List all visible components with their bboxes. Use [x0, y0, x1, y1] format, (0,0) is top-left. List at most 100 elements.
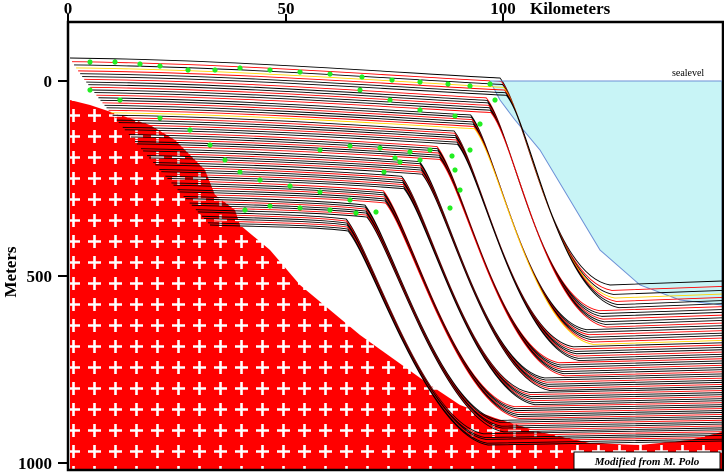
shoreline-marker [417, 79, 423, 85]
shoreline-marker [287, 183, 293, 189]
horizon-line [197, 211, 723, 435]
shoreline-marker [157, 115, 163, 121]
horizon-line [171, 182, 723, 410]
shoreline-marker [467, 83, 473, 89]
horizon-line [193, 207, 723, 431]
shoreline-marker [449, 153, 455, 159]
shoreline-marker [387, 97, 393, 103]
horizon-line [187, 200, 723, 425]
horizon-line [203, 218, 723, 440]
horizon-line [201, 215, 723, 438]
shoreline-marker [317, 147, 323, 153]
shoreline-marker [237, 169, 243, 175]
shoreline-marker [327, 71, 333, 77]
horizon-line [207, 222, 723, 444]
top-axis: 0 50 100 Kilometers [64, 0, 611, 22]
top-axis-unit: Kilometers [530, 0, 611, 18]
credit-text: Modified from M. Polo [594, 456, 700, 468]
shoreline-marker [389, 77, 395, 83]
horizon-line [138, 145, 723, 377]
horizon-line [185, 198, 723, 423]
sealevel-label: sealevel [672, 68, 704, 79]
shoreline-marker [467, 147, 473, 153]
sea-water [489, 80, 723, 306]
shoreline-marker [187, 127, 193, 133]
shoreline-marker [373, 209, 379, 215]
horizon-line [126, 131, 723, 364]
shoreline-marker [222, 157, 228, 163]
shoreline-marker [267, 67, 273, 73]
horizon-line [179, 191, 723, 417]
horizon-line [181, 193, 723, 419]
horizon-line [128, 134, 723, 366]
shoreline-marker [157, 63, 163, 69]
shoreline-marker [242, 207, 248, 213]
left-axis-title: Meters [1, 246, 20, 297]
plot-frame [66, 20, 724, 472]
horizon-line [183, 195, 723, 421]
horizon-line [132, 138, 723, 370]
shoreline-marker [359, 74, 365, 80]
shoreline-marker [297, 205, 303, 211]
shoreline-marker [317, 189, 323, 195]
shoreline-marker [327, 207, 333, 213]
horizon-line [151, 159, 723, 389]
horizon-line [155, 164, 723, 394]
shoreline-marker [427, 147, 433, 153]
shoreline-marker [477, 121, 483, 127]
horizon-line [173, 184, 723, 412]
left-tick-500: 500 [27, 267, 53, 286]
horizon-line [159, 168, 723, 398]
shoreline-marker [487, 81, 493, 87]
shoreline-marker [357, 87, 363, 93]
basement-crystalline [70, 100, 722, 470]
shoreline-markers [87, 59, 498, 216]
horizon-line [199, 213, 723, 437]
shoreline-marker [457, 187, 463, 193]
shoreline-marker [257, 177, 263, 183]
shoreline-marker [417, 157, 423, 163]
shoreline-marker [397, 159, 403, 165]
horizon-line [169, 180, 723, 408]
horizon-line [147, 155, 723, 385]
horizon-line [136, 143, 723, 375]
credit-box: Modified from M. Polo [573, 451, 721, 470]
top-tick-50: 50 [278, 0, 295, 18]
horizon-line [205, 220, 723, 442]
horizon-line [124, 129, 723, 361]
shoreline-marker [407, 149, 413, 155]
horizon-line [177, 189, 723, 416]
left-tick-0: 0 [44, 72, 53, 91]
shoreline-marker [417, 107, 423, 113]
shoreline-marker [297, 69, 303, 75]
shoreline-marker [137, 61, 143, 67]
horizon-line [195, 209, 723, 433]
shoreline-marker [117, 97, 123, 103]
horizon-line [69, 57, 723, 286]
top-tick-100: 100 [490, 0, 516, 18]
horizon-line [157, 166, 723, 396]
horizon-line [163, 173, 723, 402]
stratigraphic-horizons [69, 57, 723, 446]
horizon-line [120, 124, 723, 357]
horizon-line [145, 152, 723, 383]
horizon-line [134, 141, 723, 372]
horizon-line [153, 162, 723, 391]
shoreline-marker [492, 97, 498, 103]
shoreline-marker [185, 67, 191, 73]
shoreline-marker [377, 145, 383, 151]
shoreline-marker [353, 210, 359, 216]
horizon-line [122, 126, 723, 359]
shoreline-marker [87, 59, 93, 65]
shoreline-marker [347, 197, 353, 203]
shoreline-marker [212, 67, 218, 73]
shoreline-marker [447, 205, 453, 211]
horizon-line [110, 112, 723, 345]
horizon-line [118, 122, 723, 355]
horizon-line [130, 136, 723, 368]
shoreline-marker [207, 142, 213, 148]
left-tick-1000: 1000 [18, 454, 52, 473]
horizon-line [175, 187, 723, 414]
horizon-line [149, 157, 723, 387]
